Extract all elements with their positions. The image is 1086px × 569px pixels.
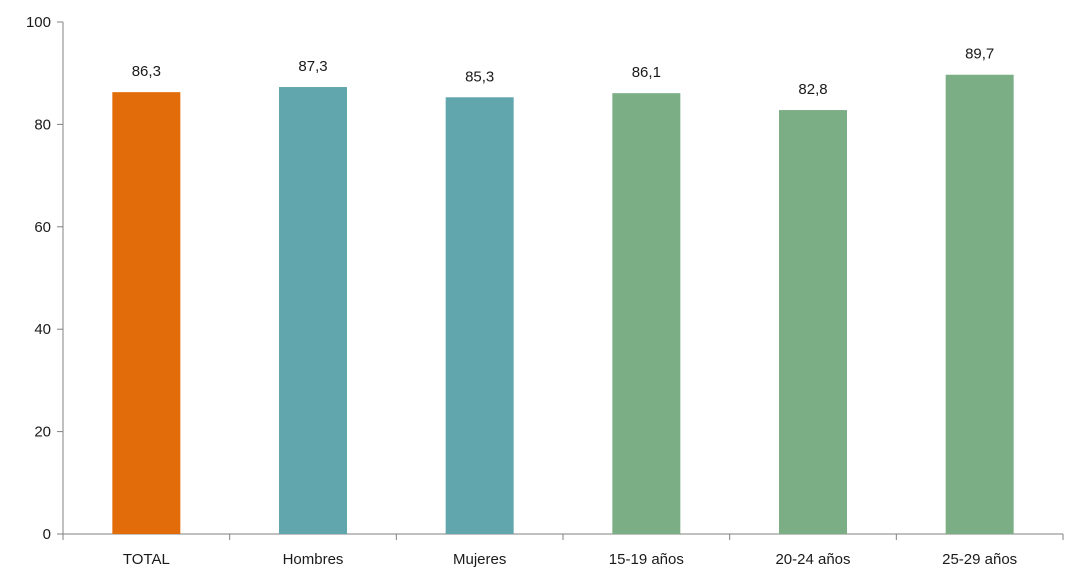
y-tick-label: 80 [34, 116, 51, 133]
bar-value-label: 86,3 [132, 63, 161, 80]
y-axis: 0 20 40 60 80 100 [26, 14, 64, 543]
x-category-label: 20-24 años [775, 551, 850, 568]
bar-value-label: 89,7 [965, 46, 994, 63]
bar-value-label: 86,1 [632, 64, 661, 81]
bar [445, 97, 514, 534]
bar-value-label: 87,3 [298, 58, 327, 75]
data-labels: 86,3 87,3 85,3 86,1 82,8 89,7 [132, 46, 995, 98]
y-tick-label: 40 [34, 321, 51, 338]
bar [279, 87, 347, 535]
y-tick-label: 60 [34, 219, 51, 236]
y-tick-label: 100 [26, 14, 51, 31]
bar [112, 92, 181, 535]
x-category-label: TOTAL [123, 551, 170, 568]
bars [112, 74, 1014, 535]
bar-value-label: 85,3 [465, 68, 494, 85]
x-category-label: 25-29 años [942, 551, 1017, 568]
x-category-label: Hombres [283, 551, 344, 568]
x-category-label: 15-19 años [609, 551, 684, 568]
y-tick-label: 20 [34, 424, 51, 441]
bar [612, 93, 681, 534]
bar [779, 110, 847, 535]
bar-value-label: 82,8 [798, 81, 827, 98]
y-tick-label: 0 [43, 526, 51, 543]
x-axis: TOTAL Hombres Mujeres 15-19 años 20-24 años 2… [62, 533, 1064, 568]
x-category-label: Mujeres [453, 551, 506, 568]
bar [945, 74, 1014, 535]
